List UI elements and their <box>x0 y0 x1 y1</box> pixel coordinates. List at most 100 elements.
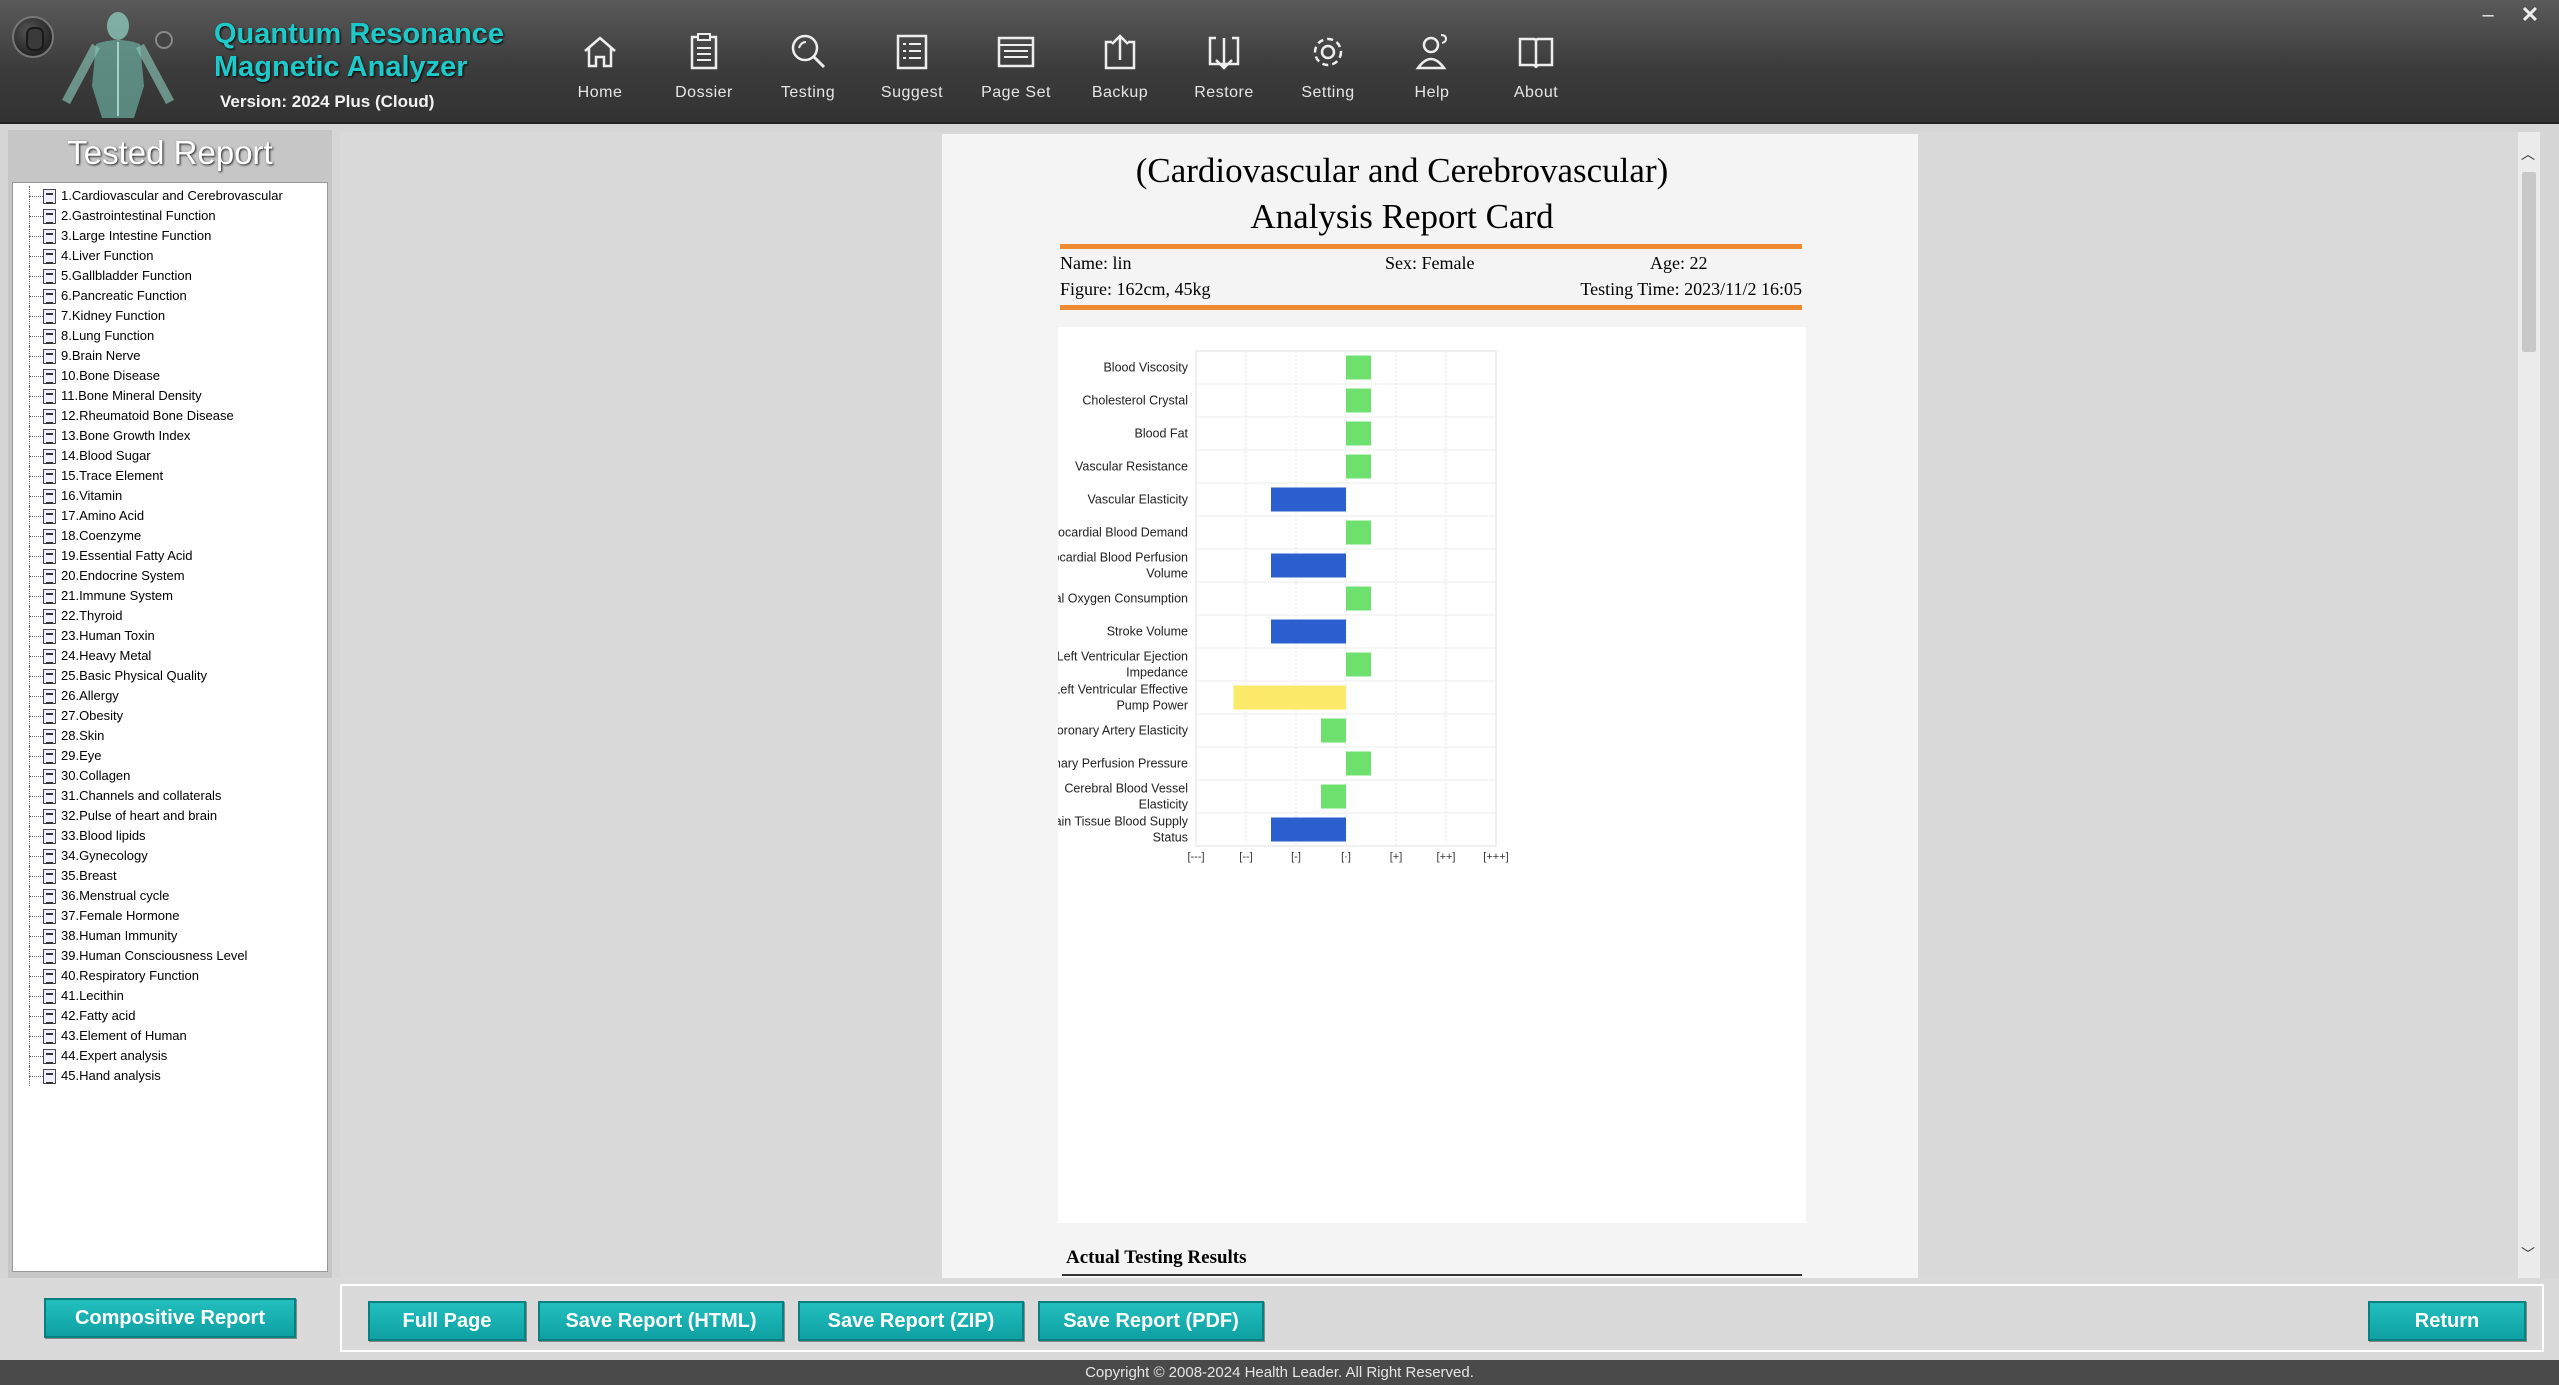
tree-item[interactable]: 38.Human Immunity <box>13 926 327 946</box>
tree-item-label: 15.Trace Element <box>61 468 164 483</box>
tree-item[interactable]: 43.Element of Human <box>13 1026 327 1046</box>
tree-item[interactable]: 35.Breast <box>13 866 327 886</box>
toolbar-help-button[interactable]: Help <box>1380 30 1484 114</box>
settings-dot-icon[interactable] <box>155 31 173 49</box>
tree-item[interactable]: 22.Thyroid <box>13 606 327 626</box>
tree-item[interactable]: 29.Eye <box>13 746 327 766</box>
tree-item-label: 26.Allergy <box>61 688 119 703</box>
tree-item[interactable]: 39.Human Consciousness Level <box>13 946 327 966</box>
toolbar-help-label: Help <box>1414 84 1450 101</box>
tree-item[interactable]: 2.Gastrointestinal Function <box>13 206 327 226</box>
power-icon[interactable] <box>12 16 54 58</box>
report-title-line2: Analysis Report Card <box>1250 197 1554 236</box>
testing-time: Testing Time: 2023/11/2 16:05 <box>1580 279 1802 299</box>
tree-item[interactable]: 36.Menstrual cycle <box>13 886 327 906</box>
tree-item[interactable]: 37.Female Hormone <box>13 906 327 926</box>
return-button[interactable]: Return <box>2368 1301 2526 1341</box>
report-document-icon <box>43 949 56 964</box>
tree-item-label: 36.Menstrual cycle <box>61 888 170 903</box>
tree-item[interactable]: 25.Basic Physical Quality <box>13 666 327 686</box>
tree-item[interactable]: 11.Bone Mineral Density <box>13 386 327 406</box>
tree-item-label: 32.Pulse of heart and brain <box>61 808 218 823</box>
tested-report-tree: 1.Cardiovascular and Cerebrovascular 2.Ga… <box>12 182 328 1272</box>
chart-category-label: Vascular Resistance <box>1075 460 1188 474</box>
tree-item[interactable]: 9.Brain Nerve <box>13 346 327 366</box>
analysis-chart-svg: Blood Viscosity Cholesterol Crystal Blood … <box>1058 350 1509 863</box>
window-close-button[interactable]: ✕ <box>2520 2 2540 27</box>
tree-item[interactable]: 40.Respiratory Function <box>13 966 327 986</box>
tree-item-label: 28.Skin <box>61 728 105 743</box>
tree-item-label: 35.Breast <box>61 868 117 883</box>
tree-item[interactable]: 26.Allergy <box>13 686 327 706</box>
tree-item[interactable]: 12.Rheumatoid Bone Disease <box>13 406 327 426</box>
tree-item[interactable]: 14.Blood Sugar <box>13 446 327 466</box>
tree-item[interactable]: 17.Amino Acid <box>13 506 327 526</box>
full-page-button[interactable]: Full Page <box>368 1301 526 1341</box>
tree-item[interactable]: 45.Hand analysis <box>13 1066 327 1086</box>
tree-item[interactable]: 15.Trace Element <box>13 466 327 486</box>
tree-item-label: 18.Coenzyme <box>61 528 142 543</box>
save-report-html-button[interactable]: Save Report (HTML) <box>538 1301 784 1341</box>
toolbar-suggest-button[interactable]: Suggest <box>860 30 964 114</box>
tree-item[interactable]: 24.Heavy Metal <box>13 646 327 666</box>
tree-item[interactable]: 16.Vitamin <box>13 486 327 506</box>
tree-item[interactable]: 28.Skin <box>13 726 327 746</box>
toolbar-backup-button[interactable]: Backup <box>1068 30 1172 114</box>
chart-category-label: Blood Fat <box>1134 427 1188 441</box>
chart-x-tick-label: [-] <box>1291 851 1301 863</box>
tree-item[interactable]: 18.Coenzyme <box>13 526 327 546</box>
window-minimize-button[interactable]: – <box>2482 4 2494 26</box>
tree-item-label: 17.Amino Acid <box>61 508 145 523</box>
toolbar-setting-button[interactable]: Setting <box>1276 30 1380 114</box>
save-report-pdf-button[interactable]: Save Report (PDF) <box>1038 1301 1264 1341</box>
toolbar-restore-button[interactable]: Restore <box>1172 30 1276 114</box>
scroll-up-icon[interactable]: ︿ <box>2521 146 2535 162</box>
tree-item[interactable]: 19.Essential Fatty Acid <box>13 546 327 566</box>
tree-item-label: 2.Gastrointestinal Function <box>61 208 216 223</box>
scroll-thumb[interactable] <box>2522 172 2536 352</box>
viewer-scrollbar[interactable]: ︿ ﹀ <box>2518 132 2540 1278</box>
tree-item-label: 19.Essential Fatty Acid <box>61 548 193 563</box>
tree-item[interactable]: 10.Bone Disease <box>13 366 327 386</box>
tree-item[interactable]: 1.Cardiovascular and Cerebrovascular <box>13 186 327 206</box>
tree-item[interactable]: 21.Immune System <box>13 586 327 606</box>
scroll-down-icon[interactable]: ﹀ <box>2521 1246 2535 1262</box>
tree-item[interactable]: 5.Gallbladder Function <box>13 266 327 286</box>
app-title: Quantum Resonance Magnetic Analyzer <box>214 18 504 84</box>
tree-item[interactable]: 27.Obesity <box>13 706 327 726</box>
toolbar-home-button[interactable]: Home <box>548 30 652 114</box>
tree-item[interactable]: 41.Lecithin <box>13 986 327 1006</box>
tree-item[interactable]: 4.Liver Function <box>13 246 327 266</box>
report-title-line1: (Cardiovascular and Cerebrovascular) <box>1135 151 1669 190</box>
report-document-icon <box>43 669 56 684</box>
tree-item[interactable]: 32.Pulse of heart and brain <box>13 806 327 826</box>
tree-item[interactable]: 7.Kidney Function <box>13 306 327 326</box>
tree-item[interactable]: 31.Channels and collaterals <box>13 786 327 806</box>
toolbar-pageset-button[interactable]: Page Set <box>964 30 1068 114</box>
chart-bar <box>1271 817 1346 842</box>
tree-item[interactable]: 6.Pancreatic Function <box>13 286 327 306</box>
tree-item[interactable]: 20.Endocrine System <box>13 566 327 586</box>
tree-item[interactable]: 34.Gynecology <box>13 846 327 866</box>
tree-item[interactable]: 44.Expert analysis <box>13 1046 327 1066</box>
compositive-report-button[interactable]: Compositive Report <box>44 1298 296 1338</box>
toolbar-dossier-button[interactable]: Dossier <box>652 30 756 114</box>
patient-age: Age: 22 <box>1650 253 1708 273</box>
patient-sex: Sex: Female <box>1385 253 1475 273</box>
clipboard-icon <box>690 33 718 70</box>
tree-item[interactable]: 13.Bone Growth Index <box>13 426 327 446</box>
toolbar-testing-button[interactable]: Testing <box>756 30 860 114</box>
tree-item[interactable]: 8.Lung Function <box>13 326 327 346</box>
tree-item[interactable]: 33.Blood lipids <box>13 826 327 846</box>
tree-item[interactable]: 23.Human Toxin <box>13 626 327 646</box>
toolbar-about-button[interactable]: About <box>1484 30 1588 114</box>
tree-item[interactable]: 3.Large Intestine Function <box>13 226 327 246</box>
tree-item[interactable]: 30.Collagen <box>13 766 327 786</box>
tree-item-label: 4.Liver Function <box>61 248 154 263</box>
report-document-icon <box>43 209 56 224</box>
save-report-zip-button[interactable]: Save Report (ZIP) <box>798 1301 1024 1341</box>
tree-item[interactable]: 42.Fatty acid <box>13 1006 327 1026</box>
chart-x-tick-label: [++] <box>1437 851 1456 863</box>
upload-icon <box>1104 34 1136 70</box>
report-document-icon <box>43 849 56 864</box>
